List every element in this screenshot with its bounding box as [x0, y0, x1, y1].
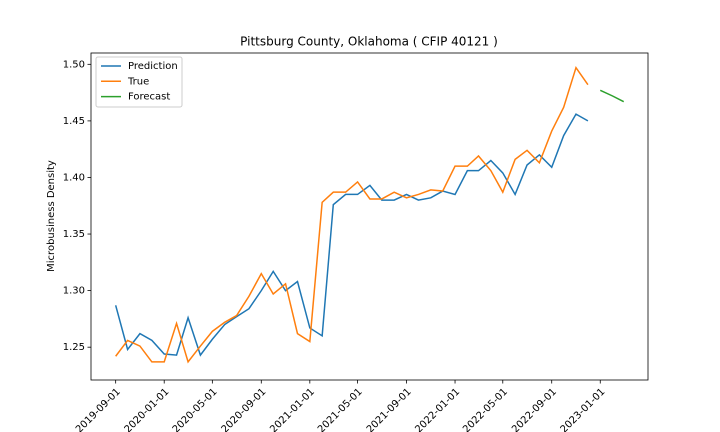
y-tick-label: 1.30 [63, 286, 85, 297]
y-tick-label: 1.40 [63, 172, 85, 183]
legend-label: Forecast [128, 92, 170, 103]
legend-box [95, 56, 183, 108]
y-tick-label: 1.45 [63, 116, 85, 127]
x-tick-label: 2023-01-01 [559, 386, 608, 432]
y-tick-label: 1.35 [63, 229, 85, 240]
series-line [599, 89, 625, 103]
x-tick-label: 2021-05-01 [316, 386, 365, 432]
x-tick-label: 2020-09-01 [220, 386, 269, 432]
y-tick-label: 1.50 [63, 59, 85, 70]
x-tick-label: 2022-05-01 [461, 386, 510, 432]
legend-label: True [127, 76, 149, 87]
x-tick-label: 2022-01-01 [413, 386, 462, 432]
x-tick-label: 2020-05-01 [171, 386, 220, 432]
series-line [115, 66, 589, 364]
y-tick-label: 1.25 [63, 342, 85, 353]
plot-area [90, 52, 649, 381]
x-tick-label: 2021-09-01 [365, 386, 414, 432]
chart-title: Pittsburg County, Oklahoma ( CFIP 40121 … [240, 35, 498, 49]
x-tick-label: 2022-09-01 [510, 386, 559, 432]
legend-label: Prediction [128, 61, 178, 72]
y-axis-label: Microbusiness Density [46, 160, 57, 272]
series-line [114, 113, 589, 357]
x-tick-label: 2019-09-01 [74, 386, 123, 432]
x-tick-label: 2021-01-01 [268, 386, 317, 432]
x-tick-label: 2020-01-01 [123, 386, 172, 432]
